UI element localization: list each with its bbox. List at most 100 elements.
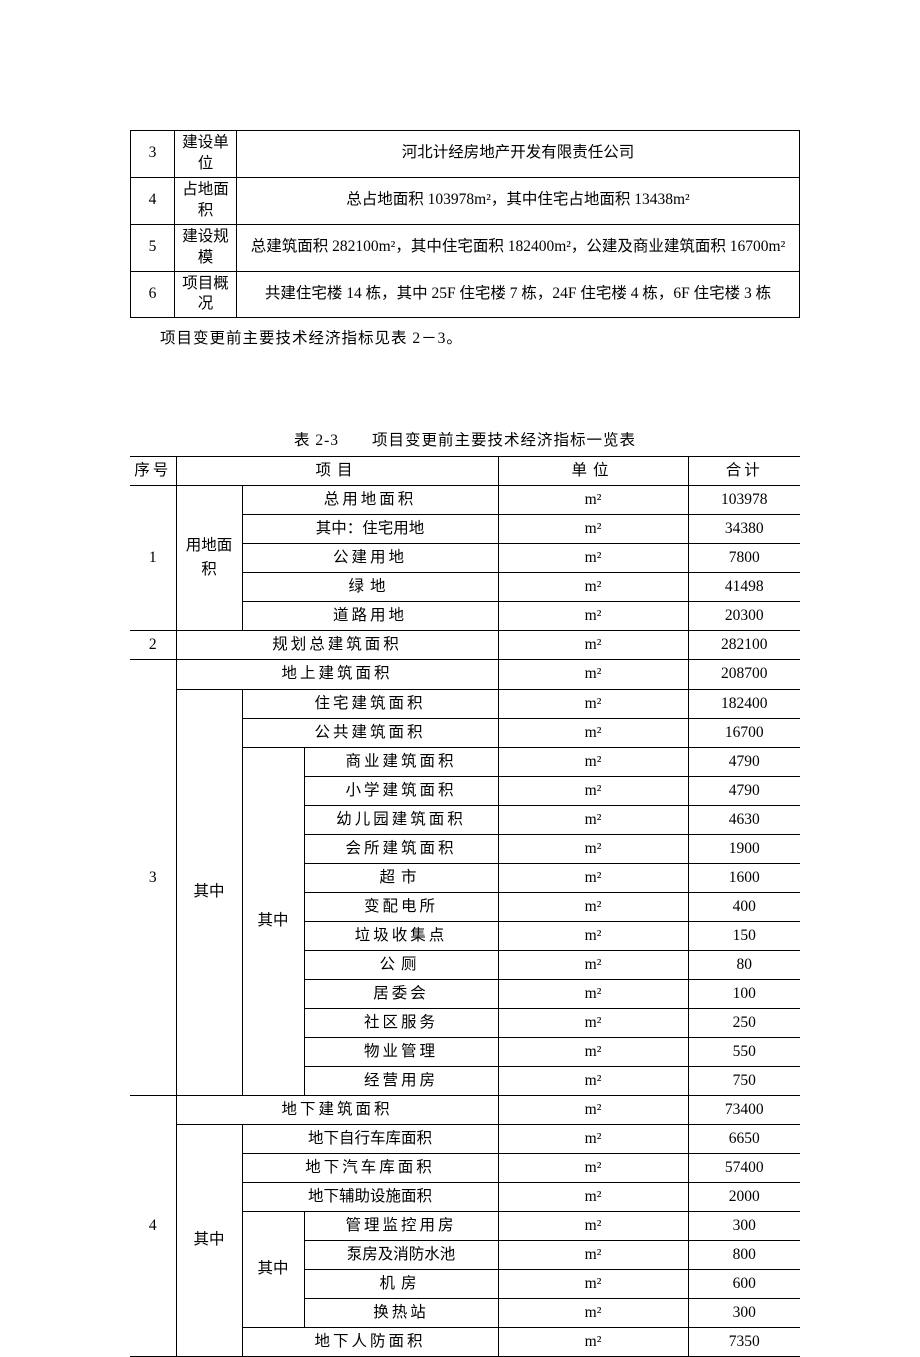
value-cell: 34380 [688, 515, 800, 544]
table-row: 3 地上建筑面积 m² 208700 [130, 660, 800, 689]
item-name: 居委会 [304, 979, 498, 1008]
col-total: 合计 [688, 457, 800, 486]
table-row: 5 建设规模 总建筑面积 282100m²，其中住宅面积 182400m²，公建… [131, 224, 800, 271]
item-name: 住宅建筑面积 [242, 689, 498, 718]
seq-cell: 4 [130, 1095, 176, 1356]
project-info-table: 3 建设单位 河北计经房地产开发有限责任公司 4 占地面积 总占地面积 1039… [130, 130, 800, 318]
unit-cell: m² [498, 1327, 688, 1356]
row-value: 河北计经房地产开发有限责任公司 [237, 131, 800, 178]
unit-cell: m² [498, 1211, 688, 1240]
unit-cell: m² [498, 776, 688, 805]
unit-cell: m² [498, 515, 688, 544]
row-value: 共建住宅楼 14 栋，其中 25F 住宅楼 7 栋，24F 住宅楼 4 栋，6F… [237, 271, 800, 318]
row-label: 项目概况 [175, 271, 237, 318]
value-cell: 750 [688, 1066, 800, 1095]
row-index: 3 [131, 131, 175, 178]
subgroup-cell: 其中 [242, 1211, 304, 1327]
unit-cell: m² [498, 1298, 688, 1327]
table-caption: 表 2-3 项目变更前主要技术经济指标一览表 [130, 428, 800, 450]
unit-cell: m² [498, 486, 688, 515]
value-cell: 1600 [688, 863, 800, 892]
unit-cell: m² [498, 950, 688, 979]
table-row: 其中 地下自行车库面积 m² 6650 [130, 1124, 800, 1153]
row-label: 建设单位 [175, 131, 237, 178]
value-cell: 208700 [688, 660, 800, 689]
item-name: 公建用地 [242, 544, 498, 573]
value-cell: 4790 [688, 747, 800, 776]
value-cell: 600 [688, 1269, 800, 1298]
group-cell: 用地面积 [176, 486, 242, 631]
value-cell: 16700 [688, 718, 800, 747]
item-name: 地上建筑面积 [176, 660, 498, 689]
unit-cell: m² [498, 747, 688, 776]
row-index: 5 [131, 224, 175, 271]
value-cell: 550 [688, 1037, 800, 1066]
unit-cell: m² [498, 1124, 688, 1153]
unit-cell: m² [498, 1240, 688, 1269]
value-cell: 6650 [688, 1124, 800, 1153]
value-cell: 150 [688, 921, 800, 950]
unit-cell: m² [498, 689, 688, 718]
item-name: 物业管理 [304, 1037, 498, 1066]
group-cell: 其中 [176, 1124, 242, 1356]
col-unit: 单位 [498, 457, 688, 486]
value-cell: 800 [688, 1240, 800, 1269]
unit-cell: m² [498, 921, 688, 950]
item-name: 地下汽车库面积 [242, 1153, 498, 1182]
unit-cell: m² [498, 1095, 688, 1124]
value-cell: 2000 [688, 1182, 800, 1211]
item-name: 泵房及消防水池 [304, 1240, 498, 1269]
unit-cell: m² [498, 1269, 688, 1298]
unit-cell: m² [498, 1153, 688, 1182]
value-cell: 100 [688, 979, 800, 1008]
item-name: 机房 [304, 1269, 498, 1298]
table-row: 6 项目概况 共建住宅楼 14 栋，其中 25F 住宅楼 7 栋，24F 住宅楼… [131, 271, 800, 318]
item-name: 超市 [304, 863, 498, 892]
unit-cell: m² [498, 979, 688, 1008]
value-cell: 300 [688, 1298, 800, 1327]
item-name: 商业建筑面积 [304, 747, 498, 776]
table-row: 其中 住宅建筑面积 m² 182400 [130, 689, 800, 718]
value-cell: 103978 [688, 486, 800, 515]
value-cell: 1900 [688, 834, 800, 863]
item-name: 垃圾收集点 [304, 921, 498, 950]
value-cell: 20300 [688, 602, 800, 631]
unit-cell: m² [498, 834, 688, 863]
item-name: 小学建筑面积 [304, 776, 498, 805]
unit-cell: m² [498, 1066, 688, 1095]
item-name: 地下建筑面积 [176, 1095, 498, 1124]
item-name: 绿地 [242, 573, 498, 602]
unit-cell: m² [498, 1008, 688, 1037]
row-label: 建设规模 [175, 224, 237, 271]
unit-cell: m² [498, 631, 688, 660]
row-index: 4 [131, 177, 175, 224]
item-name: 会所建筑面积 [304, 834, 498, 863]
group-cell: 其中 [176, 689, 242, 1095]
seq-cell: 1 [130, 486, 176, 631]
value-cell: 73400 [688, 1095, 800, 1124]
unit-cell: m² [498, 805, 688, 834]
item-name: 公共建筑面积 [242, 718, 498, 747]
item-name: 换热站 [304, 1298, 498, 1327]
item-name: 公厕 [304, 950, 498, 979]
col-item: 项目 [176, 457, 498, 486]
value-cell: 300 [688, 1211, 800, 1240]
unit-cell: m² [498, 863, 688, 892]
value-cell: 57400 [688, 1153, 800, 1182]
item-name: 地下辅助设施面积 [242, 1182, 498, 1211]
indicators-table: 序号 项目 单位 合计 1 用地面积 总用地面积 m² 103978 其中：住宅… [130, 456, 800, 1356]
table-header-row: 序号 项目 单位 合计 [130, 457, 800, 486]
subgroup-cell: 其中 [242, 747, 304, 1095]
item-name: 规划总建筑面积 [176, 631, 498, 660]
item-name: 其中：住宅用地 [242, 515, 498, 544]
item-name: 地下人防面积 [242, 1327, 498, 1356]
item-name: 幼儿园建筑面积 [304, 805, 498, 834]
value-cell: 7800 [688, 544, 800, 573]
value-cell: 80 [688, 950, 800, 979]
unit-cell: m² [498, 892, 688, 921]
row-label: 占地面积 [175, 177, 237, 224]
item-name: 经营用房 [304, 1066, 498, 1095]
value-cell: 4630 [688, 805, 800, 834]
value-cell: 282100 [688, 631, 800, 660]
table-row: 4 占地面积 总占地面积 103978m²，其中住宅占地面积 13438m² [131, 177, 800, 224]
